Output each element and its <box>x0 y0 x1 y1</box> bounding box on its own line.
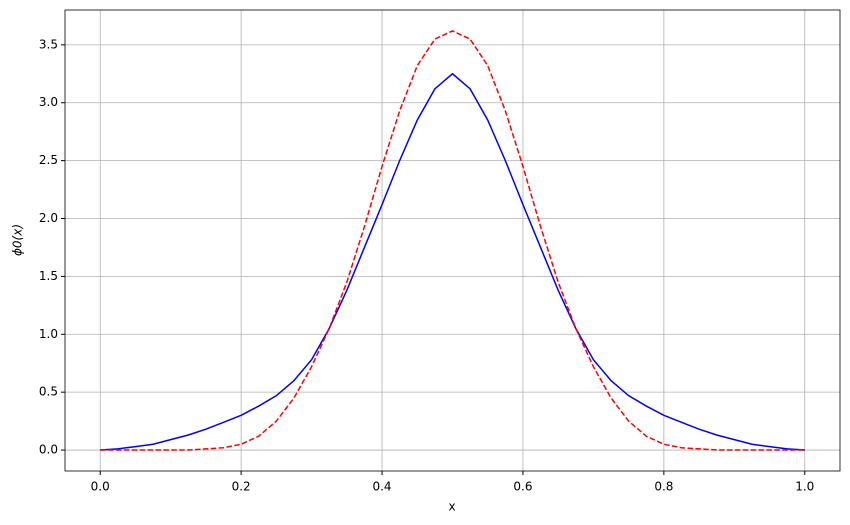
line-series <box>100 30 805 451</box>
x-tick-label: 0.8 <box>654 480 673 494</box>
y-tick-label: 3.0 <box>39 95 58 109</box>
line-series <box>100 72 805 451</box>
y-tick-label: 0.0 <box>39 443 58 457</box>
x-tick-label: 0.0 <box>91 480 110 494</box>
y-tick-label: 1.0 <box>39 327 58 341</box>
y-tick-label: 1.5 <box>39 269 58 283</box>
y-tick-label: 2.5 <box>39 153 58 167</box>
y-tick-label: 3.5 <box>39 37 58 51</box>
y-tick-label: 2.0 <box>39 211 58 225</box>
x-tick-label: 0.6 <box>513 480 532 494</box>
x-axis-label: x <box>448 500 455 514</box>
x-tick-label: 0.2 <box>232 480 251 494</box>
y-axis-label: ϕ0(x) <box>11 224 25 256</box>
x-tick-label: 0.4 <box>372 480 391 494</box>
y-tick-label: 0.5 <box>39 385 58 399</box>
x-tick-label: 1.0 <box>795 480 814 494</box>
plot-frame <box>64 9 841 472</box>
